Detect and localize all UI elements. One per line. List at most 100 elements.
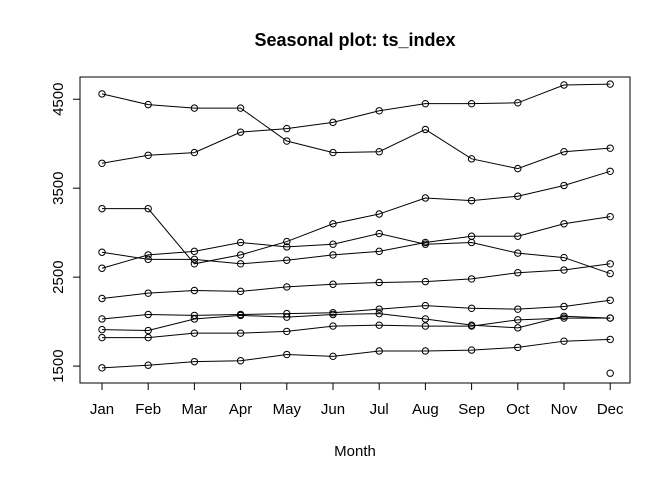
data-point xyxy=(606,335,614,344)
data-point xyxy=(236,128,245,136)
data-point xyxy=(421,240,430,248)
data-point xyxy=(190,329,199,337)
series xyxy=(98,229,614,278)
x-tick-label: Nov xyxy=(551,401,578,418)
data-point xyxy=(329,280,337,288)
y-tick-label: 4500 xyxy=(50,83,67,116)
data-point xyxy=(144,333,152,342)
data-point xyxy=(283,243,291,251)
data-point xyxy=(560,181,568,190)
data-point xyxy=(98,333,106,342)
y-tick-label: 1500 xyxy=(50,349,67,382)
series-line xyxy=(101,313,611,332)
data-point xyxy=(375,347,383,355)
data-point xyxy=(283,256,291,264)
chart-title: Seasonal plot: ts_index xyxy=(254,30,455,50)
data-point xyxy=(375,247,383,256)
data-point xyxy=(236,251,245,259)
data-point xyxy=(375,321,383,329)
data-point xyxy=(514,232,522,240)
series xyxy=(98,80,614,167)
data-point xyxy=(98,248,106,256)
y-tick-label: 2500 xyxy=(50,260,67,293)
series xyxy=(98,314,614,342)
data-point xyxy=(190,148,199,157)
data-point xyxy=(144,326,152,335)
data-point xyxy=(514,249,522,257)
data-point xyxy=(514,324,522,332)
data-point xyxy=(560,314,568,322)
data-point xyxy=(467,238,476,247)
data-point xyxy=(467,275,476,283)
data-point xyxy=(421,322,430,330)
data-point xyxy=(329,118,337,127)
data-point xyxy=(514,192,522,200)
data-point xyxy=(236,287,245,296)
series xyxy=(98,167,614,268)
data-point xyxy=(421,315,430,323)
data-point xyxy=(144,255,152,264)
data-point xyxy=(421,99,430,108)
data-point xyxy=(560,220,568,228)
data-point xyxy=(283,313,291,321)
x-tick-label: Apr xyxy=(229,401,252,418)
y-axis: 1500 2500 3500 4500 xyxy=(50,83,81,383)
data-point xyxy=(560,302,568,311)
data-point xyxy=(514,164,522,173)
data-point xyxy=(606,260,614,268)
data-point xyxy=(236,357,245,365)
data-point xyxy=(606,296,614,304)
data-point xyxy=(467,346,476,354)
x-tick-label: May xyxy=(273,401,302,418)
data-point xyxy=(606,144,614,152)
x-tick-label: Oct xyxy=(506,401,530,418)
x-tick-label: Dec xyxy=(597,401,624,418)
x-tick-label: Jul xyxy=(370,401,389,418)
x-axis: Jan Feb Mar Apr May Jun Jul Aug Sep Oct Nov Dec xyxy=(90,382,624,418)
series-line xyxy=(101,263,611,299)
data-point xyxy=(421,301,430,310)
data-point xyxy=(98,364,106,372)
x-tick-label: Aug xyxy=(412,401,439,418)
data-point xyxy=(144,204,152,213)
data-point xyxy=(606,212,614,221)
data-point xyxy=(514,305,522,313)
series xyxy=(98,90,614,173)
data-point xyxy=(329,148,337,157)
series-line xyxy=(101,216,611,265)
data-point xyxy=(421,347,430,355)
data-point xyxy=(421,125,430,134)
data-point xyxy=(560,253,568,262)
data-point xyxy=(190,260,199,268)
data-point xyxy=(283,124,291,133)
data-point xyxy=(606,369,614,377)
data-point xyxy=(144,310,152,319)
data-point xyxy=(375,305,383,313)
data-point xyxy=(98,325,106,334)
data-point xyxy=(329,220,337,228)
series-line xyxy=(101,83,611,164)
series-line xyxy=(101,299,611,320)
data-point xyxy=(329,251,337,259)
x-tick-label: Mar xyxy=(181,401,207,418)
data-point xyxy=(190,255,199,264)
data-point xyxy=(467,99,476,108)
data-point xyxy=(606,314,614,322)
data-point xyxy=(98,204,106,213)
data-point xyxy=(514,268,522,277)
data-point xyxy=(236,329,245,337)
data-point xyxy=(144,361,152,369)
data-point xyxy=(98,294,106,303)
data-point xyxy=(144,151,152,159)
data-point xyxy=(560,266,568,274)
data-point xyxy=(98,90,106,98)
x-tick-label: Jun xyxy=(321,401,345,418)
x-axis-label: Month xyxy=(334,443,376,460)
data-point xyxy=(98,264,106,272)
series-layer xyxy=(98,80,614,377)
data-point xyxy=(421,194,430,202)
series-line xyxy=(102,170,611,265)
data-point xyxy=(375,148,383,156)
data-point xyxy=(236,260,245,268)
